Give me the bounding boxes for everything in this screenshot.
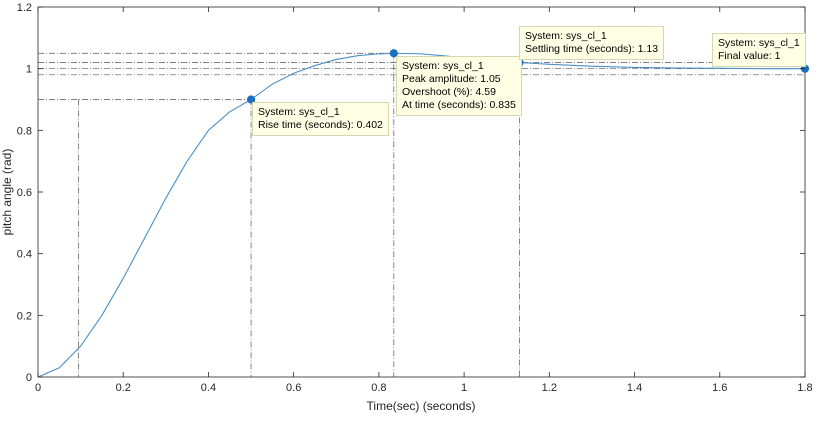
datatip-rise-time[interactable]: System: sys_cl_1 Rise time (seconds): 0.… [252, 102, 389, 136]
datatip-settling-time[interactable]: System: sys_cl_1 Settling time (seconds)… [519, 26, 665, 60]
datatip-marker [246, 95, 256, 104]
datatip-line: System: sys_cl_1 [525, 30, 607, 42]
y-tick-label: 0.2 [17, 310, 32, 322]
datatip-line: At time (seconds): 0.835 [402, 99, 516, 111]
x-tick-label: 1.6 [712, 382, 727, 394]
y-tick-label: 0 [26, 372, 32, 384]
datatip-line: Final value: 1 [718, 50, 781, 62]
y-tick-label: 0.6 [17, 187, 32, 199]
x-tick-label: 1.4 [627, 382, 642, 394]
datatip-line: System: sys_cl_1 [258, 106, 340, 118]
datatip-line: Rise time (seconds): 0.402 [258, 119, 383, 131]
datatip-final-value[interactable]: System: sys_cl_1 Final value: 1 [712, 33, 806, 67]
y-tick-label: 1 [26, 64, 32, 76]
datatip-line: System: sys_cl_1 [402, 60, 484, 72]
y-tick-label: 1.2 [17, 2, 32, 14]
x-tick-label: 0.4 [201, 382, 216, 394]
x-axis-label: Time(sec) (seconds) [367, 399, 476, 413]
tick-layer: 0 0.2 0.4 0.6 0.8 1 1.2 1.4 1.6 1.8 0 0.2 0.4 0.6 0.8 1… [17, 2, 813, 394]
datatip-peak[interactable]: System: sys_cl_1 Peak amplitude: 1.05 Ov… [396, 56, 522, 116]
datatip-line: System: sys_cl_1 [718, 37, 800, 49]
y-tick-label: 0.8 [17, 125, 32, 137]
datatip-marker [389, 49, 398, 58]
response-curve [37, 52, 805, 378]
datatip-line: Peak amplitude: 1.05 [402, 73, 501, 85]
x-tick-label: 0.2 [116, 382, 131, 394]
response-curve-layer [37, 52, 805, 378]
y-axis-label: pitch angle (rad) [0, 149, 14, 236]
x-tick-label: 0 [35, 382, 41, 394]
x-tick-label: 1.2 [542, 382, 557, 394]
x-tick-label: 1.8 [797, 382, 812, 394]
x-tick-label: 0.6 [286, 382, 301, 394]
datatip-line: Settling time (seconds): 1.13 [525, 43, 659, 55]
x-tick-label: 0.8 [371, 382, 386, 394]
datatip-line: Overshoot (%): 4.59 [402, 86, 496, 98]
y-tick-label: 0.4 [17, 249, 32, 261]
x-tick-label: 1 [461, 382, 467, 394]
